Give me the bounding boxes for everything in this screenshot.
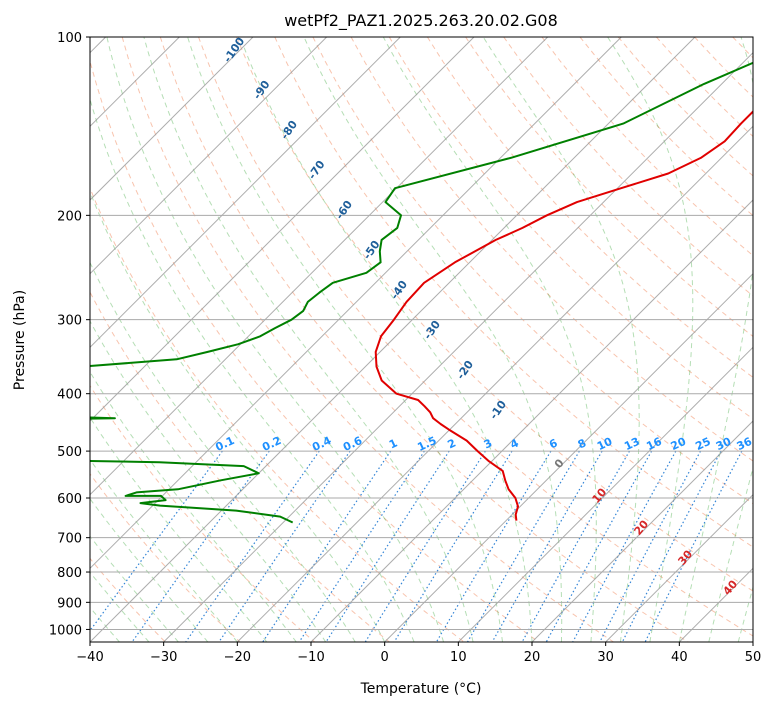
isotherm-line [90, 37, 401, 349]
moist-adiabat-line [90, 416, 268, 642]
moist-adiabat-line [90, 497, 209, 642]
x-tick-label: −20 [224, 650, 251, 665]
dry-adiabat-line [121, 37, 614, 642]
moist-adiabat-line [382, 37, 597, 642]
moist-adiabat-line [143, 37, 474, 642]
x-tick-label: −30 [150, 650, 177, 665]
y-tick-label: 100 [57, 31, 82, 46]
mixing-ratio-line [572, 450, 677, 642]
moist-adiabat-line [303, 37, 563, 642]
x-tick-label: 50 [745, 650, 762, 665]
moist-adiabat-line [90, 458, 238, 642]
x-axis-label: Temperature (°C) [360, 681, 482, 697]
mixing-ratio-line [545, 450, 653, 642]
isotherm-line [457, 346, 753, 642]
moist-adiabat-line [90, 370, 297, 642]
mixing-ratio-line [621, 450, 722, 642]
y-tick-label: 800 [57, 566, 82, 581]
plot-frame [89, 36, 754, 643]
x-tick-label: 10 [450, 650, 467, 665]
mixing-ratio-line [491, 450, 603, 642]
moist-adiabat-line [607, 37, 694, 642]
dewpoint-profile-line [90, 61, 753, 524]
background-lines [90, 37, 753, 642]
dry-adiabat-line [274, 37, 753, 548]
y-tick-label: 1000 [49, 623, 82, 638]
x-tick-label: −40 [76, 650, 103, 665]
y-tick-label: 900 [57, 596, 82, 611]
isotherm-line [384, 272, 753, 642]
isotherm-line [90, 37, 328, 275]
moist-adiabat-line [90, 261, 356, 642]
chart-title: wetPf2_PAZ1.2025.263.20.02.G08 [284, 11, 558, 31]
axes: −40 −30 −20 −10 0 10 20 30 40 50 100 200 300 400 500 60… [49, 31, 761, 665]
y-tick-label: 600 [57, 492, 82, 507]
dry-adiabat-line [90, 291, 390, 642]
isotherm-line [90, 37, 475, 422]
dry-adiabat-line [198, 37, 753, 637]
dry-adiabat-line [236, 37, 753, 592]
dry-adiabat-line [350, 37, 753, 462]
mixing-ratio-line [521, 450, 631, 642]
mixing-ratio-label: 30 [714, 435, 734, 453]
dry-adiabat-line [90, 384, 316, 642]
dry-adiabat-line [90, 59, 540, 642]
y-tick-label: 300 [57, 314, 82, 329]
mixing-ratio-line [644, 450, 743, 642]
mixing-ratio-label: 25 [693, 435, 712, 453]
x-tick-label: 0 [381, 650, 389, 665]
mixing-ratio-line [185, 450, 320, 642]
x-tick-label: 40 [671, 650, 688, 665]
moist-adiabat-line [106, 37, 445, 642]
isotherm-line [605, 493, 753, 642]
dry-adiabat-line [90, 186, 465, 642]
dry-adiabat-line [312, 37, 753, 505]
isotherm-line [90, 37, 622, 570]
isotherm-line [310, 199, 753, 642]
y-tick-label: 400 [57, 388, 82, 403]
y-tick-label: 200 [57, 209, 82, 224]
moist-adiabat-line [239, 37, 533, 642]
temperature-profile-line [374, 110, 753, 521]
y-tick-label: 700 [57, 532, 82, 547]
isotherm-line [90, 37, 254, 201]
isotherm-line [236, 125, 753, 642]
isotherm-line [90, 37, 696, 642]
mixing-ratio-label: 16 [644, 435, 664, 453]
isotherm-line [90, 37, 549, 496]
sounding-profiles [90, 61, 753, 524]
mixing-ratio-line [298, 450, 425, 642]
moist-adiabat-line [187, 37, 503, 642]
moist-adiabat-line [90, 190, 386, 642]
mixing-ratio-line [599, 450, 702, 642]
mixing-ratio-line [90, 450, 223, 632]
mixing-ratio-line [218, 450, 351, 642]
x-tick-label: 30 [597, 650, 614, 665]
dry-adiabat-line [503, 37, 753, 297]
y-tick-label: 500 [57, 445, 82, 460]
mixing-ratio-label: 20 [669, 435, 689, 453]
mixing-ratio-line [262, 450, 392, 642]
isotherm-line [531, 420, 753, 642]
moist-adiabat-line [90, 535, 179, 642]
dry-adiabat-line [90, 557, 166, 642]
mixing-ratio-label: 13 [622, 435, 641, 453]
dry-adiabat-line [90, 472, 241, 642]
y-axis-label: Pressure (hPa) [12, 290, 28, 390]
moist-adiabat-line [482, 37, 640, 642]
x-tick-label: −10 [297, 650, 324, 665]
isotherm-line [163, 51, 753, 642]
x-tick-label: 20 [524, 650, 541, 665]
mixing-ratio-label: 36 [735, 435, 755, 453]
mixing-ratio-label: 10 [595, 435, 615, 453]
